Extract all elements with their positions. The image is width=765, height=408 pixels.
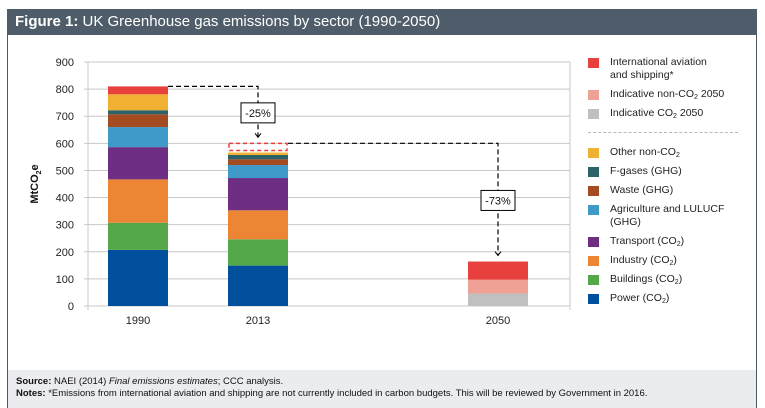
legend-item: Waste (GHG) xyxy=(588,184,758,197)
bar-segment xyxy=(108,147,168,180)
bar-segment xyxy=(108,110,168,115)
figure-footer: Source: NAEI (2014) Final emissions esti… xyxy=(8,370,756,408)
bar-segment xyxy=(228,239,288,266)
legend-swatch xyxy=(588,205,599,215)
bar-segment xyxy=(228,265,288,306)
y-tick-label: 600 xyxy=(56,138,74,150)
legend-label: Buildings (CO2) xyxy=(610,273,683,286)
y-tick-labels: 0 100 200 300 400 500 600 700 800 900 xyxy=(56,57,74,313)
y-tick-label: 900 xyxy=(56,57,74,69)
legend-swatch xyxy=(588,58,599,68)
legend-label: F-gases (GHG) xyxy=(610,165,682,177)
bar-segment xyxy=(228,165,288,179)
source-title: Final emissions estimates xyxy=(108,376,218,387)
legend-label: Other non-CO2 xyxy=(610,146,680,159)
bar-segment xyxy=(468,261,528,280)
legend-label: Industry (CO2) xyxy=(610,254,677,267)
notes-label: Notes: xyxy=(16,388,46,399)
y-tick-label: 200 xyxy=(56,247,74,259)
legend-item: Other non-CO2 xyxy=(588,146,758,159)
bar-segment xyxy=(468,279,528,294)
legend-item: F-gases (GHG) xyxy=(588,165,758,178)
y-tick-label: 700 xyxy=(56,111,74,123)
x-tick-label: 1990 xyxy=(126,315,150,327)
bar-segment xyxy=(228,152,288,155)
annotation-label: -73% xyxy=(485,195,511,207)
legend-label: Indicative CO2 2050 xyxy=(610,107,704,120)
notes-text: *Emissions from international aviation a… xyxy=(45,388,648,399)
bar-segment xyxy=(228,210,288,240)
arrow-icon xyxy=(254,133,262,139)
annotation-box xyxy=(480,189,516,211)
annotation-label: -25% xyxy=(245,108,271,120)
bar-segment xyxy=(108,222,168,250)
y-tick-label: 0 xyxy=(68,301,74,313)
legend-item: Industry (CO2) xyxy=(588,254,758,267)
figure-title-text: UK Greenhouse gas emissions by sector (1… xyxy=(78,13,441,30)
y-tick-label: 800 xyxy=(56,84,74,96)
legend-item: Buildings (CO2) xyxy=(588,273,758,286)
x-tick-label: 2013 xyxy=(246,315,270,327)
x-tick-labels: 1990 2013 2050 xyxy=(126,315,510,327)
legend-item: Indicative non-CO2 2050 xyxy=(588,88,758,101)
figure-frame xyxy=(7,9,757,408)
legend-label: Transport (CO2) xyxy=(610,235,685,248)
legend-label: Power (CO2) xyxy=(610,292,670,305)
figure-title-prefix: Figure 1: xyxy=(15,13,79,30)
legend-label: Waste (GHG) xyxy=(610,184,674,196)
legend-item: Transport (CO2) xyxy=(588,235,758,248)
legend-swatch xyxy=(588,90,599,100)
legend-label: Agriculture and LULUCF (GHG) xyxy=(610,203,725,228)
legend-swatch xyxy=(588,294,599,304)
bar-segment xyxy=(228,154,288,160)
bar-segment xyxy=(108,127,168,148)
bar-segment xyxy=(108,249,168,306)
source-label: Source: xyxy=(16,376,52,387)
legend: International aviation and shipping* Indic… xyxy=(588,56,758,311)
legend-swatch xyxy=(588,109,599,119)
x-tick-label: 2050 xyxy=(486,315,510,327)
legend-swatch xyxy=(588,237,599,247)
legend-item: International aviation and shipping* xyxy=(588,56,758,82)
legend-item: Indicative CO2 2050 xyxy=(588,107,758,120)
legend-label: Indicative non-CO2 2050 xyxy=(610,88,725,101)
source-suffix: ; CCC analysis. xyxy=(217,376,284,387)
bar-segment xyxy=(108,179,168,223)
figure-title: Figure 1: UK Greenhouse gas emissions by… xyxy=(7,9,757,35)
legend-label: International aviation and shipping* xyxy=(610,56,707,81)
y-axis-label: MtCO2e xyxy=(29,164,43,203)
bar-segment xyxy=(108,86,168,95)
y-tick-label: 500 xyxy=(56,165,74,177)
source-line: Source: NAEI (2014) Final emissions esti… xyxy=(16,376,756,388)
bar-segment xyxy=(228,178,288,211)
annotation-box xyxy=(240,102,276,124)
bar-segment xyxy=(108,94,168,111)
legend-swatch xyxy=(588,167,599,177)
bar-segment xyxy=(468,293,528,306)
source-text: NAEI (2014) xyxy=(51,376,109,387)
notes-line: Notes: *Emissions from international avi… xyxy=(16,388,756,400)
bar-segment-dashed xyxy=(228,142,288,152)
arrow-icon xyxy=(494,251,502,257)
legend-separator xyxy=(588,132,738,133)
legend-item: Power (CO2) xyxy=(588,292,758,305)
y-tick-label: 300 xyxy=(56,220,74,232)
legend-swatch xyxy=(588,256,599,266)
bar-segment xyxy=(228,159,288,166)
legend-swatch xyxy=(588,186,599,196)
y-tick-label: 100 xyxy=(56,274,74,286)
legend-swatch xyxy=(588,275,599,285)
annotations: -25% -73% xyxy=(168,85,516,257)
y-tick-label: 400 xyxy=(56,193,74,205)
legend-swatch xyxy=(588,148,599,158)
bar-segment xyxy=(108,114,168,128)
annotation-connector xyxy=(288,142,499,256)
bars xyxy=(108,86,528,306)
legend-item: Agriculture and LULUCF (GHG) xyxy=(588,203,758,229)
